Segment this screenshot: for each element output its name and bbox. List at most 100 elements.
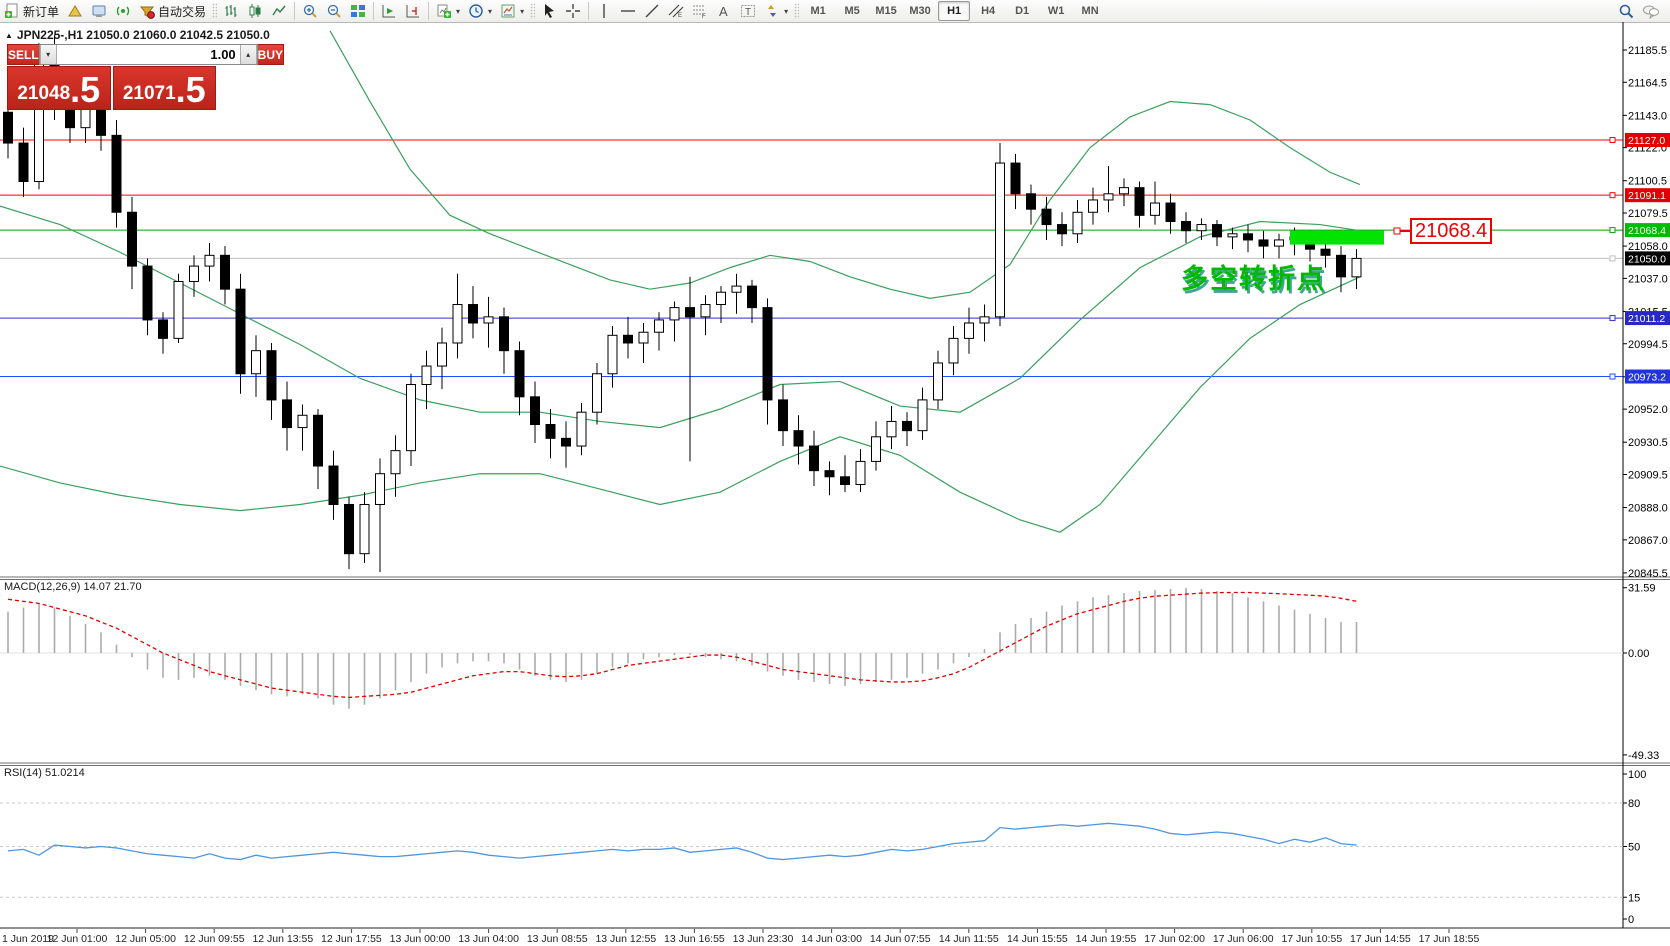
timeframe-button-m15[interactable]: M15 bbox=[875, 5, 897, 17]
one-click-trade-panel: SELL ▾ ▴ BUY 21048 .5 21071 .5 bbox=[7, 44, 285, 110]
timeframe-button-h4[interactable]: H4 bbox=[981, 5, 996, 17]
sell-price-box[interactable]: 21048 .5 bbox=[7, 66, 111, 110]
text-label-button[interactable]: T bbox=[736, 1, 760, 21]
collapse-triangle-icon[interactable]: ▲ bbox=[5, 30, 13, 40]
fibonacci-button[interactable]: F bbox=[688, 1, 712, 21]
horizontal-line-icon bbox=[621, 10, 636, 12]
text-button[interactable]: A bbox=[712, 1, 736, 21]
timeframe-button-m5[interactable]: M5 bbox=[844, 5, 860, 17]
chart-title: ▲ JPN225-,H1 21050.0 21060.0 21042.5 210… bbox=[5, 28, 270, 42]
svg-text:13 Jun 00:00: 13 Jun 00:00 bbox=[390, 933, 451, 945]
vertical-line-icon bbox=[603, 4, 605, 18]
svg-text:12 Jun 09:55: 12 Jun 09:55 bbox=[184, 933, 245, 945]
volume-stepper: ▾ ▴ bbox=[38, 44, 258, 65]
zoom-out-button[interactable] bbox=[322, 1, 346, 21]
zoom-in-button[interactable] bbox=[298, 1, 322, 21]
timeframe-button-mn[interactable]: MN bbox=[1081, 5, 1099, 17]
svg-text:13 Jun 08:55: 13 Jun 08:55 bbox=[527, 933, 588, 945]
timeframe-button-d1[interactable]: D1 bbox=[1015, 5, 1030, 17]
indicators-button[interactable]: ▾ bbox=[432, 1, 464, 21]
line-chart-button[interactable] bbox=[267, 1, 291, 21]
svg-text:21068.4: 21068.4 bbox=[1628, 225, 1666, 237]
svg-text:12 Jun 01:00: 12 Jun 01:00 bbox=[47, 933, 108, 945]
auto-trading-button[interactable]: 自动交易 bbox=[135, 1, 210, 21]
crosshair-button[interactable] bbox=[561, 1, 585, 21]
toolbar-grip[interactable] bbox=[530, 3, 536, 19]
market-watch-icon bbox=[92, 5, 106, 17]
svg-text:20888.0: 20888.0 bbox=[1628, 503, 1668, 515]
zoom-out-icon bbox=[327, 4, 341, 18]
new-order-button[interactable]: 新订单 bbox=[0, 1, 63, 21]
templates-button[interactable]: ▾ bbox=[496, 1, 528, 21]
svg-text:13 Jun 23:30: 13 Jun 23:30 bbox=[733, 933, 794, 945]
candles bbox=[3, 35, 1362, 573]
buy-price-pips: .5 bbox=[175, 69, 206, 110]
channel-button[interactable]: E bbox=[664, 1, 688, 21]
cursor-icon bbox=[545, 4, 555, 18]
timeframe-button-m1[interactable]: M1 bbox=[810, 5, 826, 17]
chart-shift-button[interactable] bbox=[401, 1, 425, 21]
svg-text:21058.0: 21058.0 bbox=[1628, 241, 1668, 253]
volume-decrease-button[interactable]: ▾ bbox=[39, 45, 57, 64]
periods-caret-icon[interactable]: ▾ bbox=[488, 6, 493, 16]
periods-icon bbox=[469, 4, 483, 18]
chart-window-button[interactable] bbox=[63, 1, 87, 21]
trendline-button[interactable] bbox=[640, 1, 664, 21]
svg-text:14 Jun 15:55: 14 Jun 15:55 bbox=[1007, 933, 1068, 945]
new-order-label: 新订单 bbox=[23, 4, 60, 19]
highlight-zone[interactable] bbox=[1290, 227, 1410, 245]
svg-text:21127.0: 21127.0 bbox=[1628, 135, 1665, 147]
svg-text:1 Jun 2019: 1 Jun 2019 bbox=[2, 933, 54, 945]
svg-text:13 Jun 04:00: 13 Jun 04:00 bbox=[458, 933, 519, 945]
auto-trading-label: 自动交易 bbox=[158, 4, 207, 19]
horizontal-line-button[interactable] bbox=[616, 1, 640, 21]
buy-price-box[interactable]: 21071 .5 bbox=[112, 66, 216, 110]
macd-indicator-label: MACD(12,26,9) 14.07 21.70 bbox=[4, 581, 142, 593]
svg-text:F: F bbox=[702, 14, 706, 19]
crosshair-icon bbox=[566, 4, 581, 18]
svg-text:0: 0 bbox=[1628, 914, 1634, 926]
price-tag-label[interactable]: 21068.4 bbox=[1410, 218, 1493, 244]
timeframe-button-h1[interactable]: H1 bbox=[938, 1, 971, 21]
toolbar-grip[interactable] bbox=[794, 3, 800, 19]
volume-increase-button[interactable]: ▴ bbox=[239, 45, 257, 64]
pivot-annotation-text[interactable]: 多空转折点 bbox=[1181, 264, 1326, 294]
new-order-icon bbox=[5, 3, 18, 18]
timeframe-button-w1[interactable]: W1 bbox=[1047, 5, 1065, 17]
svg-text:20952.0: 20952.0 bbox=[1628, 404, 1668, 416]
arrows-button[interactable]: ▾ bbox=[760, 1, 792, 21]
search-button[interactable] bbox=[1614, 1, 1638, 21]
volume-input[interactable] bbox=[56, 45, 240, 64]
sell-button[interactable]: SELL bbox=[7, 44, 39, 65]
candles-chart-button[interactable] bbox=[243, 1, 267, 21]
price-lines[interactable] bbox=[0, 136, 1623, 380]
svg-text:12 Jun 13:55: 12 Jun 13:55 bbox=[252, 933, 313, 945]
market-watch-button[interactable] bbox=[87, 1, 111, 21]
trendline-icon bbox=[645, 4, 659, 18]
auto-scroll-button[interactable] bbox=[377, 1, 401, 21]
toolbar-grip[interactable] bbox=[212, 3, 218, 19]
svg-text:100: 100 bbox=[1628, 769, 1646, 781]
bars-chart-button[interactable] bbox=[219, 1, 243, 21]
svg-text:20994.5: 20994.5 bbox=[1628, 339, 1668, 351]
arrows-caret-icon[interactable]: ▾ bbox=[784, 6, 789, 16]
buy-button[interactable]: BUY bbox=[257, 44, 285, 65]
templates-caret-icon[interactable]: ▾ bbox=[520, 6, 525, 16]
search-icon bbox=[1619, 4, 1634, 19]
svg-text:20930.5: 20930.5 bbox=[1628, 437, 1668, 449]
chat-button[interactable] bbox=[1638, 1, 1664, 21]
timeframe-button-m30[interactable]: M30 bbox=[909, 5, 931, 17]
vertical-line-button[interactable] bbox=[592, 1, 616, 21]
periods-button[interactable]: ▾ bbox=[464, 1, 496, 21]
svg-text:17 Jun 14:55: 17 Jun 14:55 bbox=[1350, 933, 1411, 945]
indicators-caret-icon[interactable]: ▾ bbox=[456, 6, 461, 16]
svg-text:17 Jun 02:00: 17 Jun 02:00 bbox=[1144, 933, 1205, 945]
svg-text:E: E bbox=[678, 13, 682, 19]
signals-button[interactable] bbox=[111, 1, 135, 21]
zoom-in-icon bbox=[303, 4, 317, 18]
tile-windows-button[interactable] bbox=[346, 1, 370, 21]
sell-price-main: 21048 bbox=[17, 83, 71, 104]
cursor-button[interactable] bbox=[537, 1, 561, 21]
